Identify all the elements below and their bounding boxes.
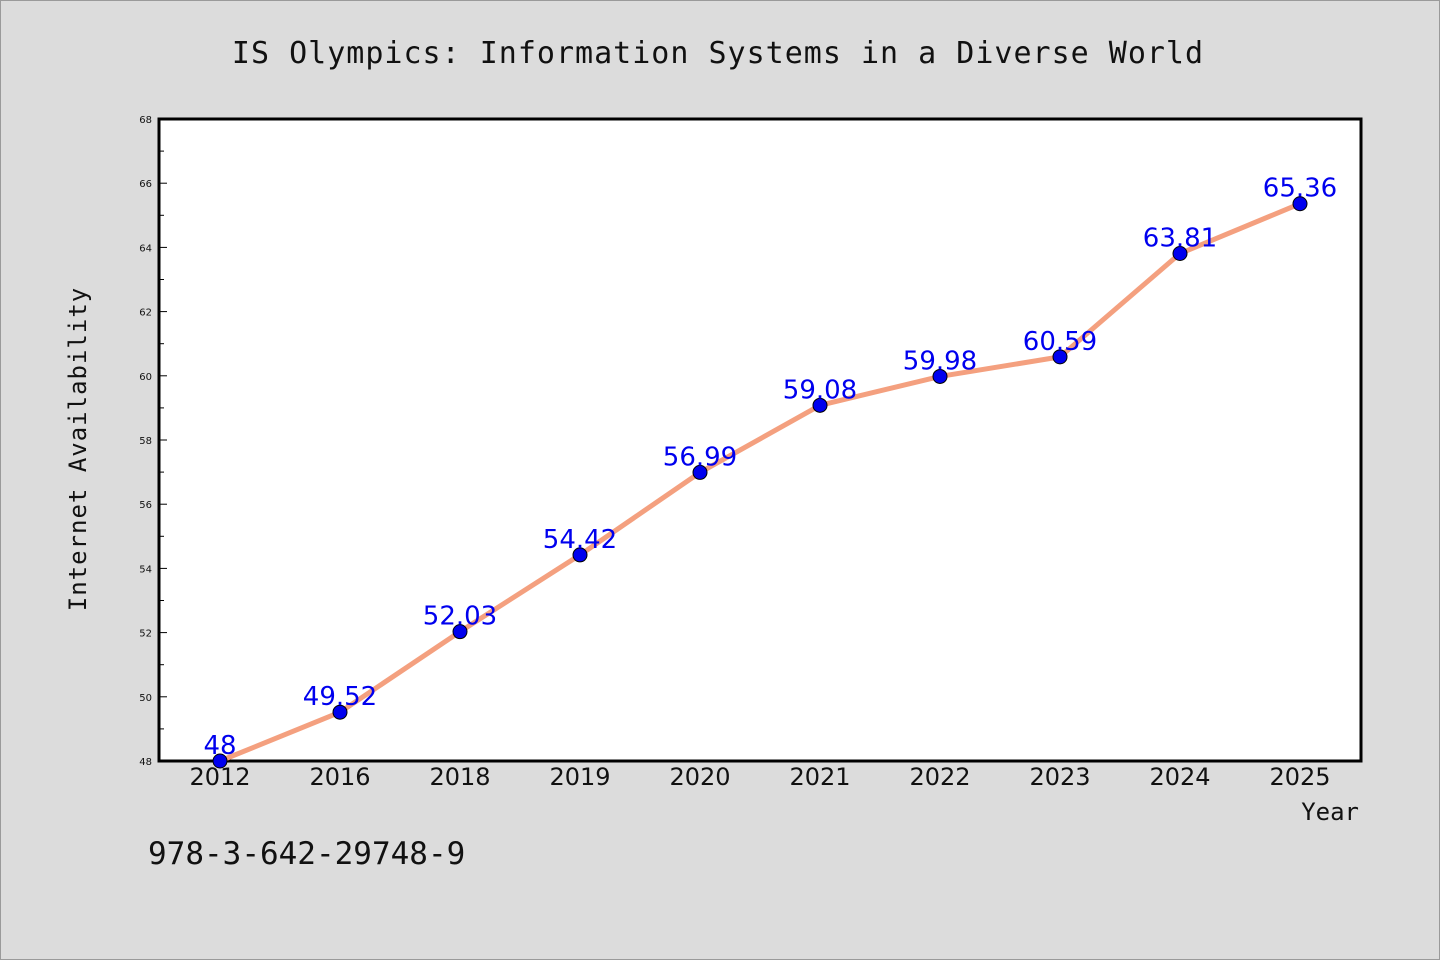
y-tick-label: 56 [139,500,152,511]
data-label: 59.98 [903,346,977,376]
y-tick-label: 50 [139,693,152,704]
data-point [212,753,228,769]
data-point [812,397,828,413]
data-label: 63.81 [1143,223,1217,253]
plot-area [157,117,1363,763]
data-point [332,704,348,720]
data-label: 52.03 [423,602,497,632]
data-point [1292,196,1308,212]
x-tick-label: 2021 [789,763,850,791]
y-tick-label: 64 [139,243,152,254]
y-tick-label: 62 [139,308,152,319]
isbn-text: 978-3-642-29748-9 [148,836,465,872]
x-tick-label: 2024 [1149,763,1210,791]
data-label: 49.52 [303,682,377,712]
data-labels: 48 49.52 52.03 54.42 56.99 59.08 59.98 60.59 63.… [203,174,1337,761]
y-tick-label: 58 [139,436,152,447]
series-line [219,201,1301,764]
y-tick-label: 68 [139,115,152,126]
data-point [1172,245,1188,261]
x-tick-label: 2016 [309,763,370,791]
data-point [572,547,588,563]
y-tick-label: 52 [139,629,152,640]
x-tick-label: 2019 [549,763,610,791]
chart-title: IS Olympics: Information Systems in a Di… [232,36,1204,71]
y-tick-label: 66 [139,179,152,190]
y-axis-label: Internet Availability [64,287,92,611]
data-label: 54.42 [543,525,617,555]
data-point [932,368,948,384]
data-label: 65.36 [1263,174,1337,204]
data-point [1052,349,1068,365]
data-point [452,624,468,640]
data-label: 59.08 [783,375,857,405]
x-axis: 2012 2016 2018 2019 2020 2021 2022 2023 2024 2025 [189,763,1330,791]
x-tick-label: 2020 [669,763,730,791]
data-label: 60.59 [1023,327,1097,357]
x-tick-label: 2025 [1269,763,1330,791]
x-axis-label: Year [1301,798,1359,826]
data-label: 56.99 [663,442,737,472]
y-tick-label: 60 [139,372,152,383]
series-markers [212,196,1308,769]
y-axis: 48 50 52 54 56 58 60 62 64 66 68 [139,115,167,768]
data-point [692,464,708,480]
y-tick-label: 48 [139,757,152,768]
x-tick-label: 2022 [909,763,970,791]
y-tick-label: 54 [139,564,152,575]
x-tick-label: 2018 [429,763,490,791]
data-label: 48 [203,731,236,761]
x-tick-label: 2023 [1029,763,1090,791]
